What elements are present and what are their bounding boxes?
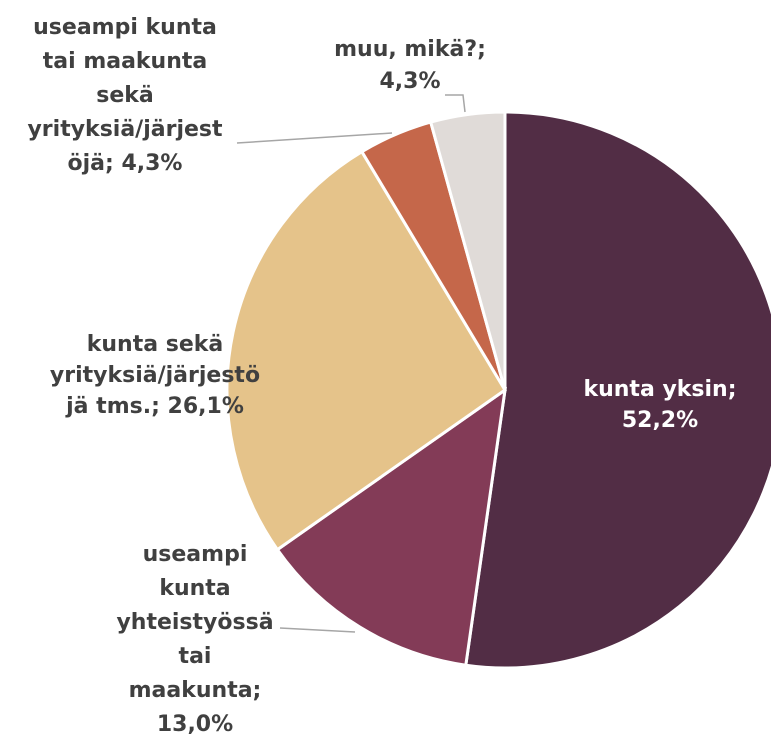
pie bbox=[225, 110, 771, 670]
labels: kunta yksin; 52,2% useampi kunta yhteistyöss… bbox=[27, 15, 736, 735]
data-label: tai bbox=[179, 644, 212, 669]
pie-slice bbox=[464, 110, 771, 670]
pie-slice bbox=[275, 386, 507, 667]
data-label: muu, mikä?; bbox=[334, 37, 486, 62]
data-label: kunta yksin; bbox=[583, 377, 736, 402]
data-label: 4,3% bbox=[379, 69, 440, 94]
data-label: yrityksiä/järjest bbox=[27, 117, 223, 142]
data-label: yhteistyössä bbox=[116, 610, 273, 635]
data-label: maakunta; bbox=[129, 678, 262, 703]
pie-slice bbox=[428, 110, 507, 391]
leader-line bbox=[445, 94, 466, 113]
data-label: sekä bbox=[96, 83, 154, 108]
data-label: jä tms.; 26,1% bbox=[65, 394, 244, 419]
data-label: yrityksiä/järjestö bbox=[50, 363, 260, 388]
data-label: kunta sekä bbox=[87, 332, 223, 357]
data-label: kunta bbox=[159, 576, 230, 601]
data-label: useampi bbox=[143, 542, 248, 567]
data-label: 13,0% bbox=[157, 712, 233, 735]
data-label: useampi kunta bbox=[33, 15, 217, 40]
leader-line bbox=[279, 627, 356, 633]
data-label: öjä; 4,3% bbox=[68, 151, 183, 176]
pie-slice bbox=[225, 149, 508, 552]
leader-line bbox=[236, 132, 393, 144]
leader-lines bbox=[236, 94, 466, 633]
data-label: tai maakunta bbox=[43, 49, 208, 74]
data-label: 52,2% bbox=[622, 408, 698, 433]
